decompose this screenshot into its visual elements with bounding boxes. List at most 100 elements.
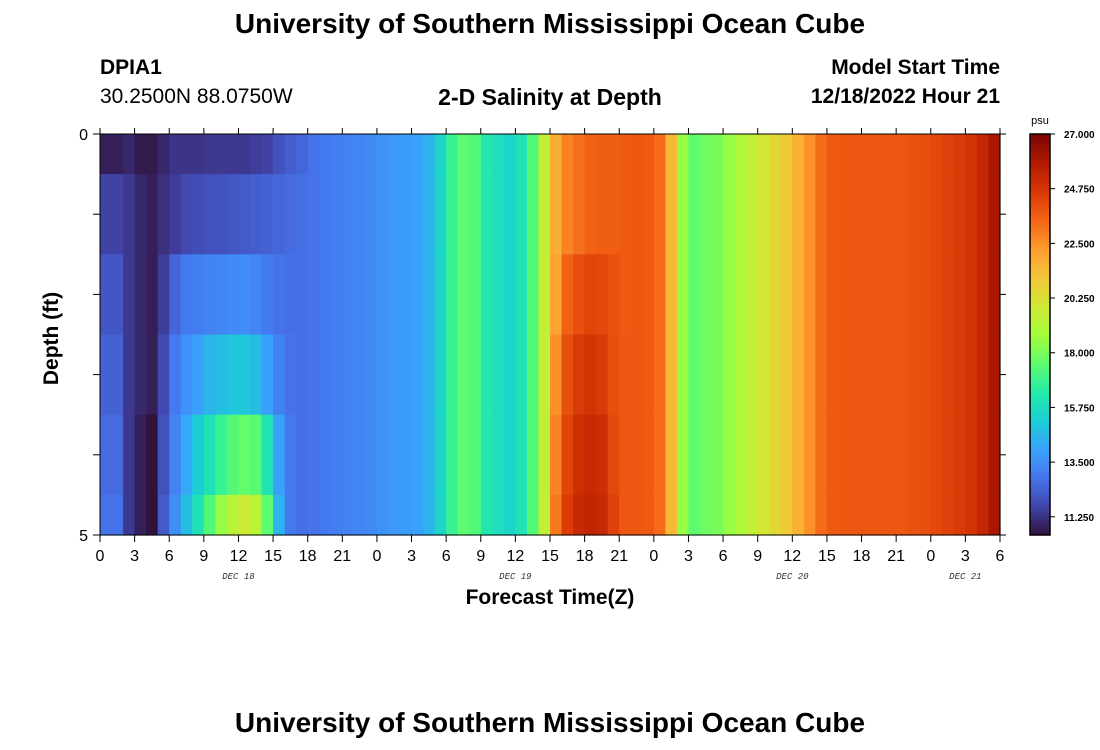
- heatmap-cell: [619, 334, 632, 416]
- heatmap-cell: [930, 414, 943, 496]
- heatmap-cell: [353, 134, 366, 175]
- heatmap-cell: [792, 334, 805, 416]
- heatmap-cell: [769, 494, 782, 536]
- heatmap-cell: [330, 174, 343, 255]
- heatmap-cell: [261, 134, 274, 175]
- heatmap-cell: [365, 334, 378, 416]
- heatmap-cell: [480, 494, 493, 536]
- heatmap-cell: [330, 334, 343, 416]
- heatmap-cell: [307, 254, 320, 336]
- heatmap-cell: [111, 254, 124, 336]
- heatmap-cell: [596, 334, 609, 416]
- heatmap-cell: [746, 134, 759, 175]
- heatmap-cell: [146, 174, 159, 255]
- heatmap-cell: [561, 494, 574, 536]
- heatmap-cell: [965, 414, 978, 496]
- heatmap-cell: [746, 254, 759, 336]
- heatmap-cell: [261, 254, 274, 336]
- heatmap-cell: [365, 254, 378, 336]
- heatmap-cell: [284, 174, 297, 255]
- heatmap-cell: [653, 134, 666, 175]
- x-tick-label: 18: [853, 548, 871, 565]
- heatmap-cell: [630, 494, 643, 536]
- heatmap-cell: [723, 134, 736, 175]
- heatmap-cell: [388, 494, 401, 536]
- heatmap-cell: [342, 494, 355, 536]
- heatmap-cell: [457, 414, 470, 496]
- heatmap-cell: [930, 334, 943, 416]
- heatmap-cell: [434, 254, 447, 336]
- heatmap-cell: [146, 254, 159, 336]
- heatmap-cell: [688, 254, 701, 336]
- heatmap-cell: [376, 134, 390, 175]
- heatmap-cell: [896, 414, 909, 496]
- heatmap-cell: [330, 494, 343, 536]
- heatmap-cell: [769, 134, 782, 175]
- heatmap-cell: [526, 334, 540, 416]
- heatmap-cell: [850, 494, 863, 536]
- heatmap-cell: [353, 494, 366, 536]
- heatmap-cell: [953, 414, 966, 496]
- heatmap-cell: [480, 174, 493, 255]
- heatmap-cell: [376, 174, 390, 255]
- heatmap-cell: [838, 254, 851, 336]
- heatmap-cell: [711, 254, 724, 336]
- heatmap-cell: [723, 494, 736, 536]
- heatmap-cell: [734, 134, 747, 175]
- heatmap-cell: [607, 254, 620, 336]
- heatmap-cell: [423, 494, 436, 536]
- heatmap-cell: [226, 134, 240, 175]
- heatmap-cell: [169, 174, 182, 255]
- heatmap-cell: [365, 494, 378, 536]
- x-tick-label: 21: [610, 548, 628, 565]
- date-label: DEC 21: [949, 572, 981, 582]
- heatmap-cell: [388, 414, 401, 496]
- heatmap-cell: [180, 494, 193, 536]
- heatmap-cell: [665, 334, 678, 416]
- heatmap-cell: [803, 254, 816, 336]
- heatmap-cell: [688, 134, 701, 175]
- heatmap-cell: [203, 174, 216, 255]
- heatmap-cell: [780, 134, 793, 175]
- heatmap-cell: [688, 174, 701, 255]
- heatmap-cell: [353, 174, 366, 255]
- heatmap-cell: [838, 494, 851, 536]
- heatmap-cell: [457, 494, 470, 536]
- heatmap-cell: [376, 414, 390, 496]
- heatmap-cell: [550, 254, 563, 336]
- heatmap-cell: [942, 174, 955, 255]
- heatmap-cell: [653, 174, 666, 255]
- heatmap-cell: [976, 494, 990, 536]
- x-tick-label: 21: [887, 548, 905, 565]
- x-tick-label: 0: [649, 548, 658, 565]
- heatmap-cell: [734, 414, 747, 496]
- heatmap-cell: [769, 334, 782, 416]
- heatmap-cell: [757, 254, 770, 336]
- heatmap-cell: [700, 254, 713, 336]
- heatmap-cell: [411, 494, 424, 536]
- heatmap-cell: [526, 134, 540, 175]
- heatmap-cell: [296, 174, 309, 255]
- heatmap-cell: [319, 174, 332, 255]
- heatmap-cell: [342, 334, 355, 416]
- heatmap-cell: [653, 414, 666, 496]
- heatmap-cell: [123, 334, 136, 416]
- date-label: DEC 20: [776, 572, 809, 582]
- heatmap-cell: [757, 414, 770, 496]
- heatmap-cell: [665, 134, 678, 175]
- heatmap-cell: [134, 174, 147, 255]
- heatmap-cell: [538, 134, 551, 175]
- heatmap-cell: [423, 254, 436, 336]
- heatmap-cell: [861, 414, 874, 496]
- heatmap-cell: [123, 174, 136, 255]
- heatmap-cell: [180, 254, 193, 336]
- heatmap-cell: [284, 134, 297, 175]
- heatmap-cell: [746, 174, 759, 255]
- heatmap-cell: [953, 254, 966, 336]
- heatmap-cell: [700, 414, 713, 496]
- x-tick-label: 0: [926, 548, 935, 565]
- heatmap-cell: [400, 254, 413, 336]
- heatmap-cell: [700, 494, 713, 536]
- date-label: DEC 18: [222, 572, 255, 582]
- date-label: DEC 19: [499, 572, 532, 582]
